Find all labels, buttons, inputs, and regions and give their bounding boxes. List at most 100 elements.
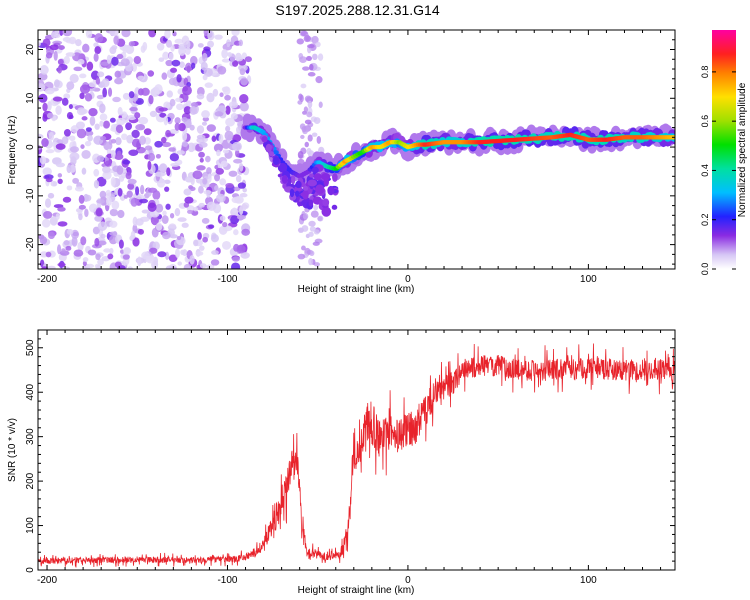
spectrogram-noise-cell: [63, 240, 70, 246]
spectrogram-signal-cell: [332, 173, 338, 182]
spectrogram-noise-cell: [241, 228, 251, 236]
spectrogram-noise-cell: [84, 93, 93, 102]
spectrogram-noise-cell: [155, 203, 164, 213]
spectrogram-noise-cell: [139, 198, 149, 204]
spectrogram-noise-cell: [162, 210, 167, 216]
spectrogram-noise-cell: [88, 107, 98, 117]
spectrogram-noise-cell: [57, 178, 63, 185]
spectrogram-noise-cell: [125, 172, 132, 180]
spectrogram-noise-cell: [66, 228, 74, 235]
spectrogram-noise-cell: [315, 76, 323, 84]
spectrogram-noise-cell: [181, 131, 188, 142]
spectrogram-noise-cell: [231, 256, 240, 262]
spectrogram-noise-cell: [87, 249, 97, 256]
spectrogram-noise-cell: [118, 239, 124, 249]
spectrogram-noise-cell: [82, 43, 90, 53]
spectrogram-noise-cell: [76, 107, 86, 116]
spectrogram-noise-cell: [135, 194, 146, 200]
spectrogram-noise-cell: [108, 87, 113, 97]
spectrogram-noise-cell: [199, 245, 205, 251]
spectrogram-noise-cell: [214, 174, 221, 182]
spectrogram-noise-cell: [84, 130, 94, 137]
spectrogram-noise-cell: [226, 39, 231, 48]
spectrogram-noise-cell: [230, 113, 238, 120]
spectrogram-noise-cell: [183, 263, 193, 269]
spectrogram-noise-cell: [230, 262, 241, 269]
spectrogram-noise-cell: [99, 113, 108, 121]
spectrogram-noise-cell: [161, 72, 168, 80]
spectrogram-noise-cell: [190, 62, 196, 69]
spectrogram-noise-cell: [240, 252, 250, 259]
spectrogram-noise-cell: [109, 208, 119, 217]
spectrogram-noise-cell: [66, 164, 72, 174]
spectrogram-noise-cell: [165, 59, 173, 67]
spectrogram-noise-cell: [236, 244, 246, 254]
spectrogram-noise-cell: [57, 66, 62, 74]
spectrogram-noise-cell: [317, 53, 324, 61]
spectrogram-noise-cell: [45, 149, 55, 154]
spectrogram-noise-cell: [313, 117, 321, 125]
spectrogram-noise-cell: [212, 88, 219, 97]
spectrogram-noise-cell: [148, 30, 157, 38]
spectrogram-noise-cell: [239, 68, 246, 76]
spectrogram-noise-cell: [63, 55, 70, 65]
spectrogram-noise-cell: [164, 30, 171, 39]
spectrogram-signal-cell: [331, 204, 338, 210]
spectrogram-noise-cell: [198, 151, 205, 158]
spectrogram-noise-cell: [84, 208, 89, 218]
spectrogram-noise-cell: [42, 102, 48, 112]
spectrogram-noise-cell: [63, 128, 71, 137]
spectrogram-noise-cell: [141, 87, 150, 96]
spectrogram-noise-cell: [97, 71, 105, 78]
spectrogram-noise-cell: [205, 155, 211, 163]
spectrogram-noise-cell: [196, 125, 205, 134]
spectrogram-noise-cell: [299, 56, 307, 63]
spectrogram-noise-cell: [79, 73, 87, 79]
spectrogram-noise-cell: [198, 141, 208, 148]
colorbar-tick-label: 0.8: [700, 66, 710, 79]
spectrogram-noise-cell: [169, 98, 176, 107]
spectrogram-noise-cell: [49, 44, 59, 51]
spectrogram-noise-cell: [235, 175, 242, 183]
spectrogram-noise-cell: [78, 213, 83, 221]
y-tick-label: 300: [25, 428, 36, 445]
spectrogram-noise-cell: [61, 248, 66, 253]
spectrogram-noise-cell: [206, 92, 215, 103]
spectrogram-noise-cell: [80, 236, 87, 246]
spectrogram-noise-cell: [190, 176, 195, 186]
colorbar-gradient: [712, 30, 736, 269]
spectrogram-noise-cell: [221, 49, 228, 59]
spectrogram-noise-cell: [317, 215, 324, 222]
spectrogram-noise-cell: [124, 63, 134, 72]
colorbar-ticks: 0.0 0.2 0.4 0.6 0.8: [700, 66, 736, 275]
spectrogram-noise-cell: [47, 265, 56, 269]
spectrogram-noise-cell: [100, 136, 107, 141]
spectrogram-noise-cell: [110, 176, 116, 187]
spectrogram-noise-cell: [117, 106, 123, 116]
spectrogram-noise-cell: [57, 244, 62, 255]
colorbar-label: Normalized spectral amplitude: [737, 82, 748, 217]
spectrogram-noise-cell: [238, 39, 243, 47]
spectrogram-noise-cell: [69, 135, 76, 142]
spectrogram-noise-cell: [127, 183, 135, 190]
spectrogram-noise-cell: [311, 35, 319, 44]
spectrogram-noise-cell: [111, 138, 117, 144]
snr-panel: -200 -100 0 100 0 100 200 300 400 500 Height of s…: [7, 329, 676, 596]
spectrogram-noise-cell: [121, 133, 128, 141]
spectrogram-noise-cell: [114, 261, 122, 268]
spectrogram-noise-cell: [130, 197, 138, 207]
spectrogram-noise-cell: [117, 188, 123, 197]
spectrogram-noise-cell: [168, 254, 178, 262]
spectrogram-signal-cell: [308, 199, 314, 207]
spectrogram-noise-cell: [44, 174, 54, 180]
spectrogram-noise-cell: [85, 263, 95, 269]
spectrogram-noise-cell: [166, 167, 171, 177]
spectrogram-noise-cell: [201, 52, 208, 62]
spectrogram-noise-cell: [127, 266, 133, 269]
spectrogram-noise-cell: [95, 208, 103, 217]
spectrogram-noise-cell: [99, 103, 106, 114]
spectrogram-noise-cell: [230, 40, 235, 46]
spectrogram-noise-cell: [135, 124, 146, 131]
spectrogram-noise-cell: [43, 210, 53, 219]
